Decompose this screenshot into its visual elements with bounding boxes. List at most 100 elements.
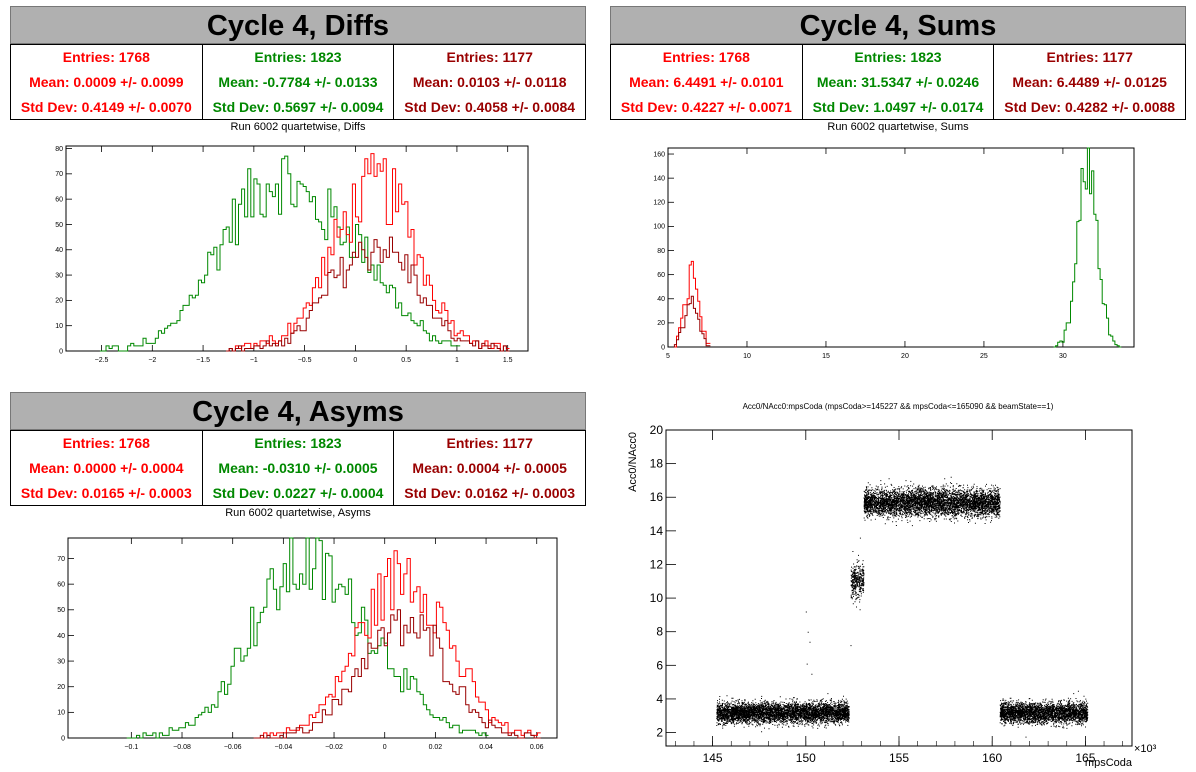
asyms-header: Cycle 4, Asyms <box>10 392 586 430</box>
stat-std: Std Dev: 0.4227 +/- 0.0071 <box>620 98 792 115</box>
x-tick-label: 145 <box>703 751 723 765</box>
diffs-histogram: −2.5 −2 −1.5 −1 −0.5 0 0.5 1 1.5 0 10 20 30 40 50 60 70 8… <box>55 145 529 364</box>
stat-entries: Entries: 1823 <box>854 49 942 66</box>
sums-plot-title: Run 6002 quartetwise, Sums <box>827 121 969 133</box>
histogram-series-0 <box>99 155 461 352</box>
plot-frame <box>665 429 1133 747</box>
y-tick-label: 140 <box>653 175 665 182</box>
x-axis-multiplier: ×10³ <box>1134 743 1157 755</box>
plot-frame <box>67 537 558 739</box>
scatter-points <box>716 476 1089 738</box>
histogram-series-1 <box>674 260 711 348</box>
y-axis-label: Acc0/NAcc0 <box>627 432 639 492</box>
y-tick-label: 10 <box>57 710 65 717</box>
diffs-stats-green: Entries: 1823 Mean: -0.7784 +/- 0.0133 S… <box>203 45 395 119</box>
x-tick-label: 0.06 <box>530 744 544 751</box>
stat-mean: Mean: 31.5347 +/- 0.0246 <box>816 73 980 90</box>
x-tick-label: 155 <box>889 751 909 765</box>
y-tick-label: 30 <box>55 272 63 279</box>
plot-frame <box>667 147 1135 348</box>
stat-mean: Mean: -0.0310 +/- 0.0005 <box>218 459 378 476</box>
x-tick-label: −2.5 <box>95 357 109 364</box>
stat-entries: Entries: 1768 <box>662 49 750 66</box>
y-tick-label: 40 <box>57 633 65 640</box>
x-tick-label: −0.08 <box>173 744 191 751</box>
y-tick-label: 50 <box>55 222 63 229</box>
stat-std: Std Dev: 0.0227 +/- 0.0004 <box>212 484 384 501</box>
histogram-series-0 <box>126 537 489 739</box>
stat-entries: Entries: 1768 <box>62 49 150 66</box>
stat-entries: Entries: 1823 <box>254 49 342 66</box>
x-tick-label: 1 <box>455 357 459 364</box>
x-tick-label: 20 <box>901 353 909 360</box>
y-tick-label: 16 <box>650 490 664 504</box>
stat-std: Std Dev: 0.5697 +/- 0.0094 <box>212 98 384 115</box>
histogram-series-1 <box>253 550 541 739</box>
y-tick-label: 4 <box>656 692 663 706</box>
scatter-outliers <box>805 537 861 675</box>
x-tick-label: −0.02 <box>325 744 343 751</box>
y-tick-label: 70 <box>57 556 65 563</box>
diffs-stats-red: Entries: 1768 Mean: 0.0009 +/- 0.0099 St… <box>11 45 203 119</box>
sums-stats-red: Entries: 1768 Mean: 6.4491 +/- 0.0101 St… <box>611 45 803 119</box>
y-tick-label: 20 <box>657 320 665 327</box>
x-tick-label: −0.04 <box>275 744 293 751</box>
x-tick-label: 15 <box>822 353 830 360</box>
stat-mean: Mean: 0.0009 +/- 0.0099 <box>29 73 184 90</box>
y-tick-label: 2 <box>656 726 663 740</box>
stat-mean: Mean: 6.4491 +/- 0.0101 <box>629 73 784 90</box>
stat-mean: Mean: 0.0103 +/- 0.0118 <box>412 73 567 90</box>
x-tick-label: 10 <box>743 353 751 360</box>
asyms-stats-green: Entries: 1823 Mean: -0.0310 +/- 0.0005 S… <box>203 431 395 505</box>
y-tick-label: 18 <box>650 457 664 471</box>
asyms-stats-box: Entries: 1768 Mean: 0.0000 +/- 0.0004 St… <box>10 430 586 506</box>
sums-histogram: 5 10 15 20 25 30 0 20 40 60 80 100 120 140 160 <box>653 147 1135 360</box>
diffs-header: Cycle 4, Diffs <box>10 6 586 44</box>
y-tick-label: 50 <box>57 607 65 614</box>
sums-stats-darkred: Entries: 1177 Mean: 6.4489 +/- 0.0125 St… <box>994 45 1185 119</box>
stat-mean: Mean: 0.0000 +/- 0.0004 <box>29 459 184 476</box>
y-tick-label: 6 <box>656 658 663 672</box>
stat-entries: Entries: 1177 <box>446 49 533 66</box>
asyms-histogram: −0.1 −0.08 −0.06 −0.04 −0.02 0 0.02 0.04 0.06 0 10… <box>57 537 558 751</box>
diffs-stats-darkred: Entries: 1177 Mean: 0.0103 +/- 0.0118 St… <box>394 45 585 119</box>
y-tick-label: 10 <box>650 591 664 605</box>
asyms-plot-title: Run 6002 quartetwise, Asyms <box>225 507 371 519</box>
y-tick-label: 80 <box>55 146 63 153</box>
x-tick-label: 25 <box>980 353 988 360</box>
x-tick-label: −2 <box>148 357 156 364</box>
stat-std: Std Dev: 0.4282 +/- 0.0088 <box>1004 98 1176 115</box>
y-tick-label: 60 <box>57 581 65 588</box>
x-tick-label: −1.5 <box>196 357 210 364</box>
scatter-plot-title: Acc0/NAcc0:mpsCoda (mpsCoda>=145227 && m… <box>742 402 1054 411</box>
stat-mean: Mean: -0.7784 +/- 0.0133 <box>218 73 378 90</box>
y-tick-label: 20 <box>57 684 65 691</box>
diffs-stats-box: Entries: 1768 Mean: 0.0009 +/- 0.0099 St… <box>10 44 586 120</box>
asyms-stats-darkred: Entries: 1177 Mean: 0.0004 +/- 0.0005 St… <box>394 431 585 505</box>
x-tick-label: 5 <box>666 353 670 360</box>
x-tick-label: 0.04 <box>479 744 493 751</box>
sums-stats-green: Entries: 1823 Mean: 31.5347 +/- 0.0246 S… <box>803 45 995 119</box>
y-tick-label: 12 <box>650 557 664 571</box>
x-tick-label: 150 <box>796 751 816 765</box>
y-tick-label: 8 <box>656 625 663 639</box>
scatter-plot: 145 150 155 160 165 2 4 6 8 10 12 14 16 18 20 Acc0/NAcc… <box>627 423 1157 768</box>
stat-mean: Mean: 6.4489 +/- 0.0125 <box>1012 73 1167 90</box>
y-tick-label: 14 <box>650 524 664 538</box>
x-tick-label: 0.5 <box>401 357 411 364</box>
x-tick-label: 165 <box>1075 751 1095 765</box>
y-tick-label: 20 <box>650 423 664 437</box>
y-tick-label: 120 <box>653 200 665 207</box>
y-tick-label: 60 <box>657 272 665 279</box>
x-tick-label: 0.02 <box>429 744 443 751</box>
x-tick-label: 1.5 <box>503 357 513 364</box>
y-tick-label: 0 <box>59 348 63 355</box>
stat-std: Std Dev: 0.0165 +/- 0.0003 <box>20 484 192 501</box>
y-tick-label: 70 <box>55 171 63 178</box>
histogram-series-2 <box>673 295 711 347</box>
plot-frame <box>65 145 529 352</box>
y-tick-label: 40 <box>55 247 63 254</box>
y-tick-label: 0 <box>661 344 665 351</box>
y-tick-label: 40 <box>657 296 665 303</box>
y-tick-label: 0 <box>61 735 65 742</box>
